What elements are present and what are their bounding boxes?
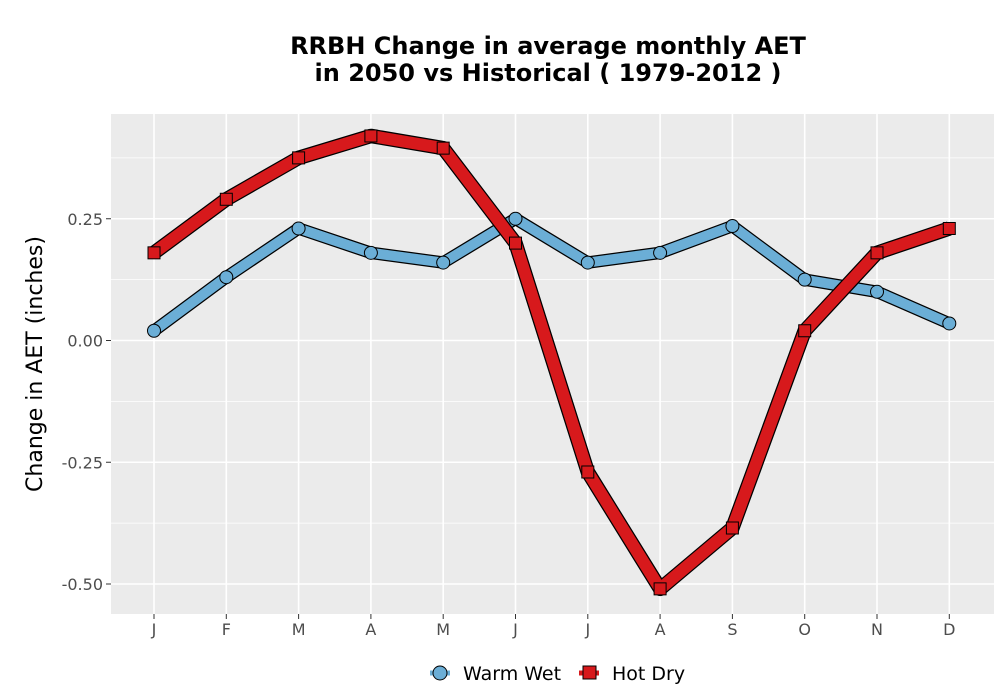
legend-marker-hot-dry [582,665,597,680]
x-tick-label: A [365,620,376,639]
point-hot-dry [653,582,667,596]
chart-title-line-2: in 2050 vs Historical ( 1979-2012 ) [315,59,782,87]
x-tick-label: D [943,620,955,639]
axis-layer: 0.25 0.00 -0.25 -0.50 J F M A M J J A S O N D [62,210,956,639]
x-tick-label: J [584,620,590,639]
point-warm-wet [797,272,812,287]
x-tick-label: M [292,620,306,639]
point-warm-wet [870,284,884,299]
point-warm-wet [942,316,957,331]
y-tick-label: -0.25 [62,453,103,472]
point-hot-dry [798,324,812,338]
point-warm-wet [291,221,306,236]
legend-item-warm-wet: Warm Wet [428,662,561,685]
series-layer [147,128,957,597]
x-tick-label: A [655,620,666,639]
point-hot-dry [364,129,378,143]
point-warm-wet [580,255,595,270]
point-hot-dry [725,521,739,535]
legend-label-warm-wet: Warm Wet [463,663,561,685]
point-warm-wet [436,255,451,270]
legend-marker-warm-wet [432,665,448,681]
point-warm-wet [363,245,378,260]
point-hot-dry [436,141,450,155]
point-hot-dry [292,151,306,165]
x-tick-label: F [222,620,231,639]
point-hot-dry [870,246,884,260]
x-tick-label: O [798,620,811,639]
chart-title-line-1: RRBH Change in average monthly AET [290,32,806,60]
x-tick-label: M [436,620,450,639]
y-tick-label: -0.50 [62,575,103,594]
point-hot-dry [219,192,233,206]
point-hot-dry [581,465,595,479]
point-warm-wet [219,270,234,285]
point-warm-wet [653,245,668,260]
x-tick-label: J [151,620,157,639]
y-tick-label: 0.00 [67,332,103,351]
x-tick-label: S [727,620,737,639]
series-line-warm-wet [151,213,952,335]
x-tick-label: N [871,620,883,639]
legend-label-hot-dry: Hot Dry [612,663,685,685]
x-tick-label: J [512,620,518,639]
grid-lines [111,114,994,614]
legend: Warm Wet Hot Dry [428,662,685,685]
point-warm-wet [147,323,161,338]
y-tick-label: 0.25 [67,210,103,229]
y-axis-label: Change in AET (inches) [23,236,48,492]
point-hot-dry [509,236,522,250]
point-warm-wet [725,219,740,234]
legend-item-hot-dry: Hot Dry [577,662,685,685]
point-warm-wet [508,211,523,226]
point-hot-dry [147,246,161,260]
series-line-hot-dry [150,129,952,595]
point-hot-dry [942,221,956,235]
